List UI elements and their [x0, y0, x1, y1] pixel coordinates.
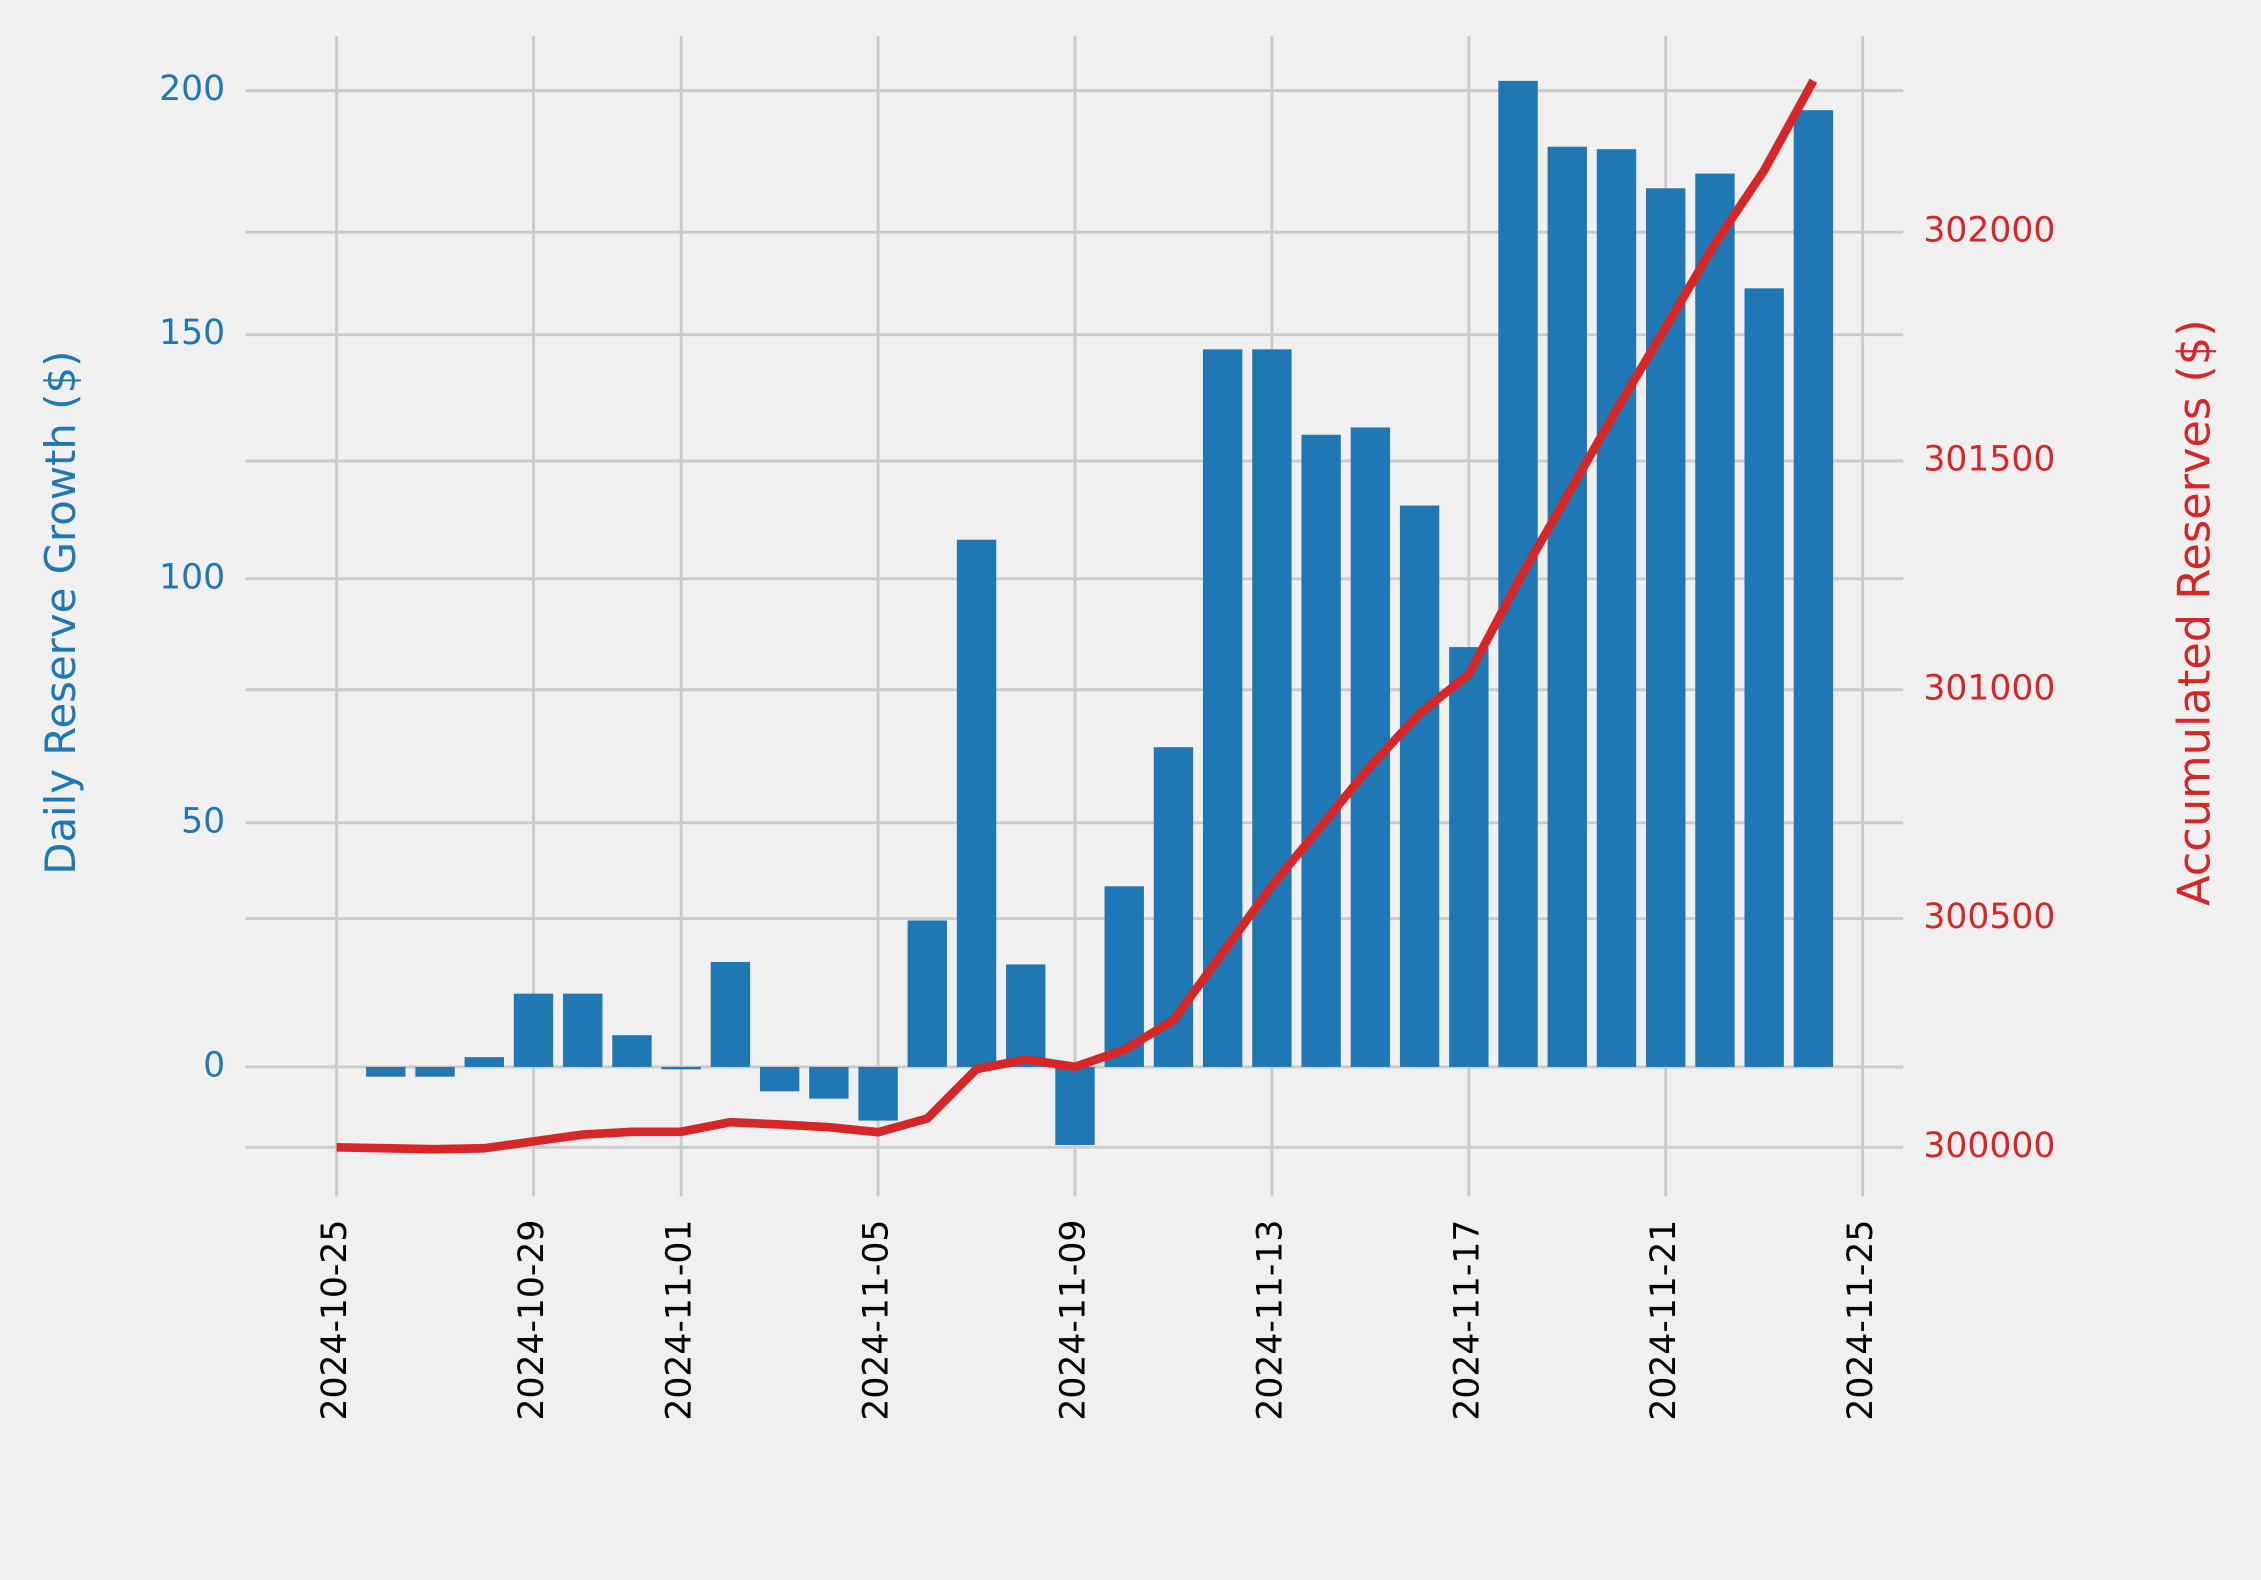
y-axis-label: Daily Reserve Growth ($): [36, 351, 85, 875]
bar: [1547, 146, 1587, 1067]
y-tick-label: 150: [159, 313, 225, 353]
y2-tick-label: 301000: [1923, 668, 2055, 708]
x-tick-label: 2024-10-25: [315, 1220, 355, 1421]
bar: [513, 993, 554, 1067]
bar: [464, 1057, 504, 1067]
x-tick-label: 2024-11-13: [1250, 1220, 1290, 1421]
y-tick-label: 200: [159, 69, 225, 109]
bar: [1055, 1066, 1095, 1146]
bar: [1793, 110, 1834, 1067]
bar: [1006, 964, 1046, 1067]
bar: [661, 1066, 701, 1070]
bar: [1104, 886, 1144, 1067]
bar: [809, 1066, 849, 1099]
y-tick-label: 100: [159, 557, 225, 597]
bar: [759, 1066, 800, 1092]
y2-axis-label: Accumulated Reserves ($): [2168, 319, 2220, 906]
x-tick-label: 2024-11-05: [857, 1220, 897, 1421]
bar: [1399, 505, 1440, 1067]
bar: [1252, 349, 1292, 1067]
bar: [907, 920, 948, 1067]
y-tick-label: 50: [181, 801, 225, 841]
x-tick-label: 2024-11-17: [1447, 1220, 1487, 1421]
y2-tick-label: 300500: [1923, 897, 2055, 937]
bar: [612, 1035, 652, 1067]
bar: [1301, 434, 1341, 1067]
bar: [1695, 173, 1735, 1067]
bar: [1449, 647, 1489, 1067]
x-tick-label: 2024-11-25: [1841, 1220, 1881, 1421]
bar: [563, 993, 603, 1067]
bar: [366, 1066, 406, 1077]
y2-tick-label: 300000: [1923, 1126, 2055, 1166]
bar: [1744, 288, 1784, 1067]
x-tick-label: 2024-11-21: [1644, 1220, 1684, 1421]
bar: [710, 961, 751, 1067]
x-tick-label: 2024-11-09: [1053, 1220, 1093, 1421]
line: [336, 78, 1818, 1154]
x-tick-label: 2024-10-29: [512, 1220, 552, 1421]
y-tick-label: 0: [203, 1045, 225, 1085]
bar: [1596, 149, 1637, 1067]
bar: [858, 1066, 898, 1121]
bar: [956, 539, 997, 1067]
x-tick-label: 2024-11-01: [660, 1220, 700, 1421]
y2-tick-label: 302000: [1923, 211, 2055, 251]
y2-tick-label: 301500: [1923, 439, 2055, 479]
bar: [415, 1066, 455, 1077]
